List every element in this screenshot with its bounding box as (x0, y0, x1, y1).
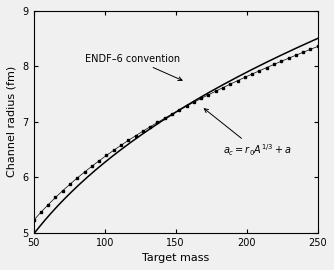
Text: ENDF–6 convention: ENDF–6 convention (86, 54, 182, 80)
Text: $a_c=r_0A^{1/3}+a$: $a_c=r_0A^{1/3}+a$ (204, 109, 291, 158)
X-axis label: Target mass: Target mass (142, 253, 209, 263)
Y-axis label: Channel radius (fm): Channel radius (fm) (7, 66, 17, 177)
